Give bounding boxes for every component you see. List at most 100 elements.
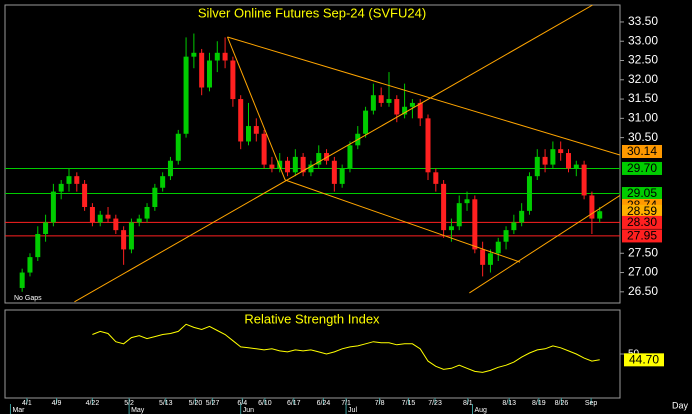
candle-body xyxy=(448,226,454,231)
chart-title: Silver Online Futures Sep-24 (SVFU24) xyxy=(198,5,426,20)
price-label: 28.30 xyxy=(627,215,657,229)
candle-body xyxy=(503,230,509,242)
price-label: 30.14 xyxy=(627,144,657,158)
trendline xyxy=(74,5,593,303)
candle-body xyxy=(19,272,25,288)
price-box xyxy=(622,187,662,201)
candle-body xyxy=(316,153,322,165)
candle-body xyxy=(253,126,259,134)
candle-body xyxy=(136,218,142,223)
rsi-line xyxy=(92,323,600,373)
candle-body xyxy=(472,199,478,250)
candle-body xyxy=(573,164,579,169)
candle-body xyxy=(339,168,345,184)
candle-body xyxy=(597,211,603,219)
candle-body xyxy=(308,164,314,173)
candle-body xyxy=(246,126,252,142)
x-tick-label: 5/20 xyxy=(189,400,203,407)
candle-body xyxy=(464,199,470,204)
candle-body xyxy=(534,156,540,177)
x-tick-label: 4/22 xyxy=(86,400,100,407)
y-tick-label: 31.00 xyxy=(628,111,658,125)
rsi-box xyxy=(624,353,664,367)
candle-body xyxy=(480,249,486,265)
candle-body xyxy=(58,183,64,192)
candle-body xyxy=(394,99,400,115)
candle-body xyxy=(378,95,384,103)
price-box xyxy=(622,204,662,218)
x-tick-label: 6/10 xyxy=(258,400,272,407)
candle-body xyxy=(199,52,205,88)
candle-body xyxy=(402,106,408,115)
x-tick-label: 8/1 xyxy=(463,400,473,407)
price-box xyxy=(622,161,662,175)
candle-body xyxy=(347,145,353,169)
x-tick-label: 7/23 xyxy=(428,400,442,407)
candle-body xyxy=(261,133,267,165)
trendline xyxy=(285,179,521,263)
candle-body xyxy=(113,218,119,231)
period-label: Day xyxy=(672,400,689,410)
x-tick-label: 7/1 xyxy=(341,400,351,407)
y-tick-label: 32.00 xyxy=(628,72,658,86)
candle-body xyxy=(152,187,158,208)
x-tick-label: 6/4 xyxy=(237,400,247,407)
x-tick-label: 5/2 xyxy=(124,400,134,407)
candle-body xyxy=(183,56,189,134)
price-label: 29.70 xyxy=(627,161,657,175)
candle-body xyxy=(285,160,291,173)
candle-body xyxy=(300,156,306,173)
y-tick-label: 27.00 xyxy=(628,265,658,279)
price-label: 27.95 xyxy=(627,229,657,243)
month-label: Aug xyxy=(474,407,487,414)
month-label: Mar xyxy=(12,407,25,414)
rsi-title: Relative Strength Index xyxy=(244,311,380,326)
x-tick-label: 7/15 xyxy=(402,400,416,407)
month-label: May xyxy=(131,407,145,414)
x-tick-label: 8/19 xyxy=(532,400,546,407)
candle-body xyxy=(206,60,212,88)
y-tick-label: 33.00 xyxy=(628,33,658,47)
price-box xyxy=(622,229,662,243)
candle-body xyxy=(526,176,532,211)
y-tick-label: 26.50 xyxy=(628,284,658,298)
candle-body xyxy=(292,156,298,173)
rsi-panel xyxy=(4,309,621,399)
y-tick-label: 31.50 xyxy=(628,91,658,105)
y-tick-label: 27.50 xyxy=(628,245,658,259)
candle-body xyxy=(542,156,548,165)
x-tick-label: 7/8 xyxy=(375,400,385,407)
candle-body xyxy=(409,102,415,107)
candle-body xyxy=(230,60,236,100)
candle-body xyxy=(160,176,166,188)
candle-body xyxy=(238,99,244,142)
candle-body xyxy=(433,172,439,184)
candle-body xyxy=(128,222,134,250)
candle-body xyxy=(105,214,111,219)
candle-body xyxy=(175,133,181,161)
y-tick-label: 33.50 xyxy=(628,14,658,28)
candle-body xyxy=(589,195,595,219)
candle-body xyxy=(269,164,275,169)
candle-body xyxy=(386,99,392,103)
candle-body xyxy=(66,176,72,184)
trendline xyxy=(469,195,620,294)
trendline xyxy=(227,36,620,156)
candle-body xyxy=(82,183,88,208)
candle-body xyxy=(519,210,525,223)
gap-note: No Gaps xyxy=(14,295,42,302)
candle-body xyxy=(222,52,228,61)
rsi-last-label: 44.70 xyxy=(629,353,659,367)
x-tick-label: 6/24 xyxy=(317,400,331,407)
x-tick-label: 8/13 xyxy=(502,400,516,407)
candle-body xyxy=(370,95,376,111)
price-box xyxy=(622,144,662,158)
candle-body xyxy=(581,164,587,196)
candle-body xyxy=(550,149,556,165)
x-tick-label: Sep xyxy=(585,400,598,407)
candle-body xyxy=(74,176,80,184)
y-tick-label: 32.50 xyxy=(628,53,658,67)
candle-body xyxy=(441,183,447,231)
candle-body xyxy=(27,257,33,273)
